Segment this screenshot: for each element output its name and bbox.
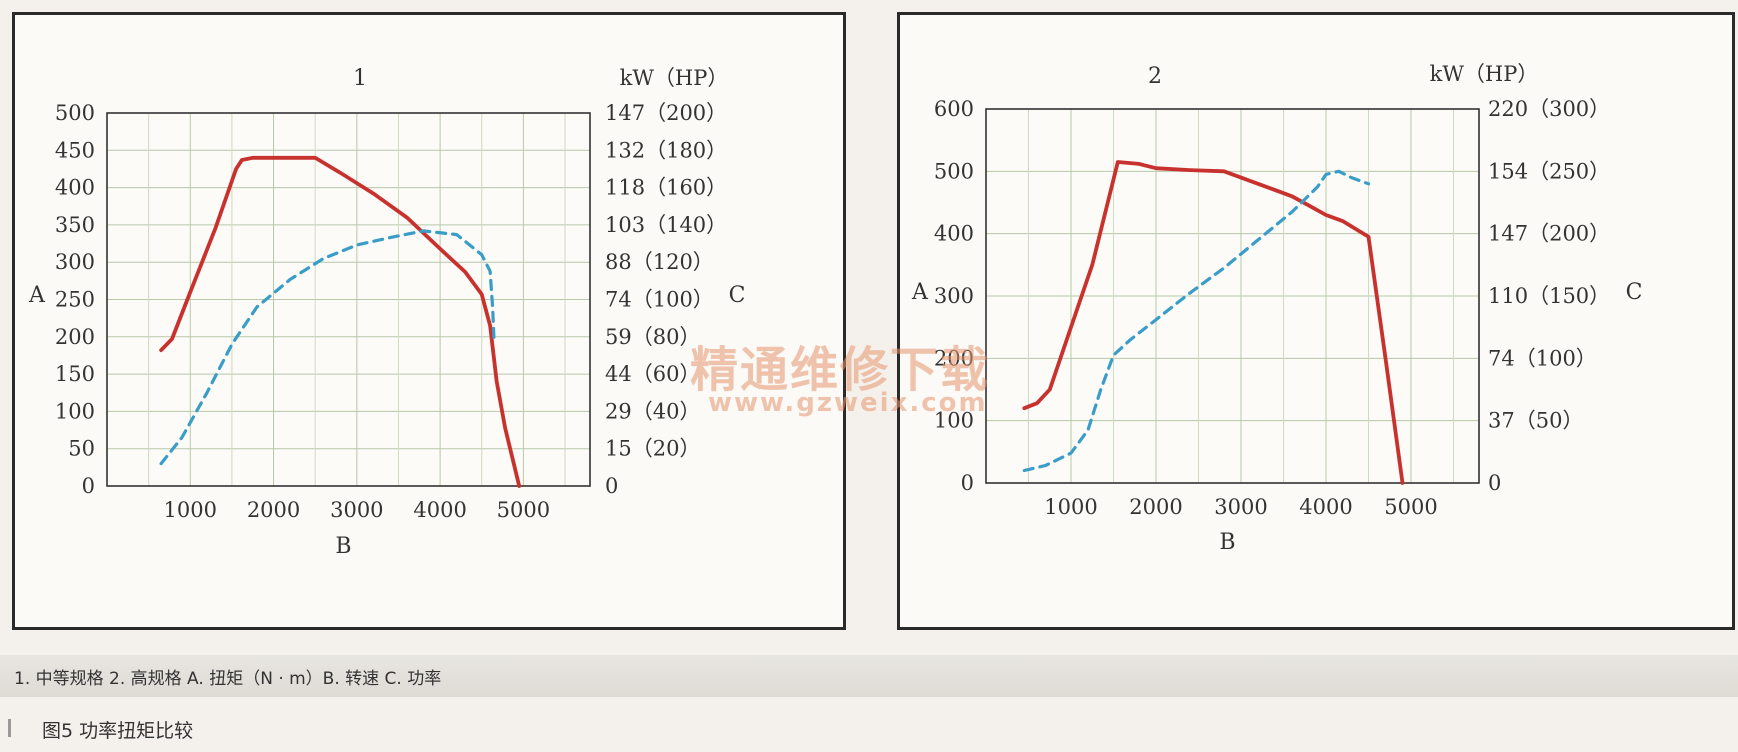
chart-2-x-tick-label: 2000 [1129, 495, 1182, 519]
chart-1-y-tick-label: 200 [55, 325, 95, 349]
chart-1-power-line [159, 229, 496, 466]
chart-1-x-tick-label: 3000 [330, 498, 383, 522]
chart-2-x-tick-label: 3000 [1214, 495, 1267, 519]
chart-2-y-tick-label: 600 [934, 97, 974, 121]
chart-panel-2: 0 100 200 300 400 500 600 0 37（50） 74（100） 110（150… [897, 12, 1735, 630]
chart-1-y-tick-label: 0 [82, 474, 95, 498]
chart-1-y2-tick-label: 74（100） [605, 288, 714, 312]
chart-1-y-axis-label: A [28, 283, 46, 308]
watermark-url: www.gzweix.com [708, 388, 988, 418]
watermark-text: 精通维修下载 [690, 342, 991, 398]
chart-2-x-tick-label: 4000 [1299, 495, 1352, 519]
chart-1-y-tick-label: 300 [55, 250, 95, 274]
chart-1-y-tick-label: 100 [55, 399, 95, 423]
chart-1-plot-frame [106, 112, 591, 487]
chart-1-svg: 050100150200250300350400450500015（20）29（… [28, 66, 746, 559]
chart-1-torque-line [159, 155, 522, 488]
chart-1-y2-tick-label: 15（20） [605, 437, 700, 461]
chart-1-y2-tick-label: 147（200） [605, 101, 727, 125]
caption-marker [8, 719, 11, 737]
chart-2-title: 2 [1148, 64, 1162, 89]
chart-2-y2-tick-label: 147（200） [1488, 222, 1610, 246]
chart-1-y2-tick-label: 103（140） [605, 213, 727, 237]
chart-2-power-line [1022, 169, 1371, 473]
chart-2-y2-tick-label: 0 [1488, 471, 1501, 495]
chart-1-x-tick-label: 1000 [164, 498, 217, 522]
chart-2-y2-tick-label: 110（150） [1488, 284, 1610, 308]
chart-2-y2-tick-label: 154（250） [1488, 159, 1610, 183]
chart-1-y2-axis-label: C [729, 283, 746, 308]
chart-1-y2-tick-label: 0 [605, 474, 618, 498]
chart-1-y2-unit-label: kW（HP） [620, 66, 729, 90]
chart-2-y-tick-label: 500 [934, 159, 974, 183]
chart-1-y2-tick-label: 29（40） [605, 399, 700, 423]
chart-1-y2-tick-label: 118（160） [605, 176, 727, 200]
chart-1-y2-tick-label: 59（80） [605, 325, 700, 349]
chart-2-y-tick-label: 300 [934, 284, 974, 308]
chart-1-y-tick-label: 50 [68, 437, 95, 461]
chart-1-x-tick-label: 2000 [247, 498, 300, 522]
chart-1-y-tick-label: 150 [55, 362, 95, 386]
chart-2-y2-tick-label: 220（300） [1488, 97, 1610, 121]
chart-2-y-tick-label: 400 [934, 222, 974, 246]
chart-2-svg: 0 100 200 300 400 500 600 0 37（50） 74（100） 110（150… [911, 62, 1643, 555]
chart-1-x-tick-label: 4000 [413, 498, 466, 522]
chart-1-y-tick-label: 450 [55, 138, 95, 162]
legend-bar [0, 655, 1738, 697]
chart-2-y-tick-label: 0 [961, 471, 974, 495]
chart-2-x-axis-label: B [1219, 530, 1235, 555]
chart-2-x-tick-label: 1000 [1044, 495, 1097, 519]
chart-2-y2-unit-label: kW（HP） [1430, 62, 1539, 86]
legend-line: 1. 中等规格 2. 高规格 A. 扭矩（N · m）B. 转速 C. 功率 [14, 669, 442, 689]
chart-2-y2-tick-label: 37（50） [1488, 409, 1583, 433]
chart-1-y2-tick-label: 44（60） [605, 362, 700, 386]
chart-2-x-tick-label: 5000 [1384, 495, 1437, 519]
figure-caption: 图5 功率扭矩比较 [42, 720, 194, 742]
chart-2-y-axis-label: A [911, 280, 929, 305]
chart-panel-1: 0 50 100 150 200 250 300 350 400 450 500 0 15（20） 29（… [12, 12, 846, 630]
chart-1-y2-tick-label: 132（180） [605, 138, 727, 162]
chart-2-y-tick-label: 100 [934, 409, 974, 433]
chart-2-y2-axis-label: C [1626, 280, 1643, 305]
chart-2-y2-tick-label: 74（100） [1488, 346, 1597, 370]
chart-1-y-tick-label: 250 [55, 288, 95, 312]
chart-2-plot-frame [985, 108, 1480, 484]
chart-1-y-tick-label: 350 [55, 213, 95, 237]
chart-1-title: 1 [353, 66, 367, 91]
chart-2-torque-line [1022, 160, 1405, 485]
chart-1-x-tick-label: 5000 [497, 498, 550, 522]
chart-1-x-axis-label: B [335, 534, 351, 559]
chart-2-y-tick-label: 200 [934, 346, 974, 370]
chart-1-y-tick-label: 500 [55, 101, 95, 125]
chart-1-y2-tick-label: 88（120） [605, 250, 714, 274]
chart-1-y-tick-label: 400 [55, 176, 95, 200]
